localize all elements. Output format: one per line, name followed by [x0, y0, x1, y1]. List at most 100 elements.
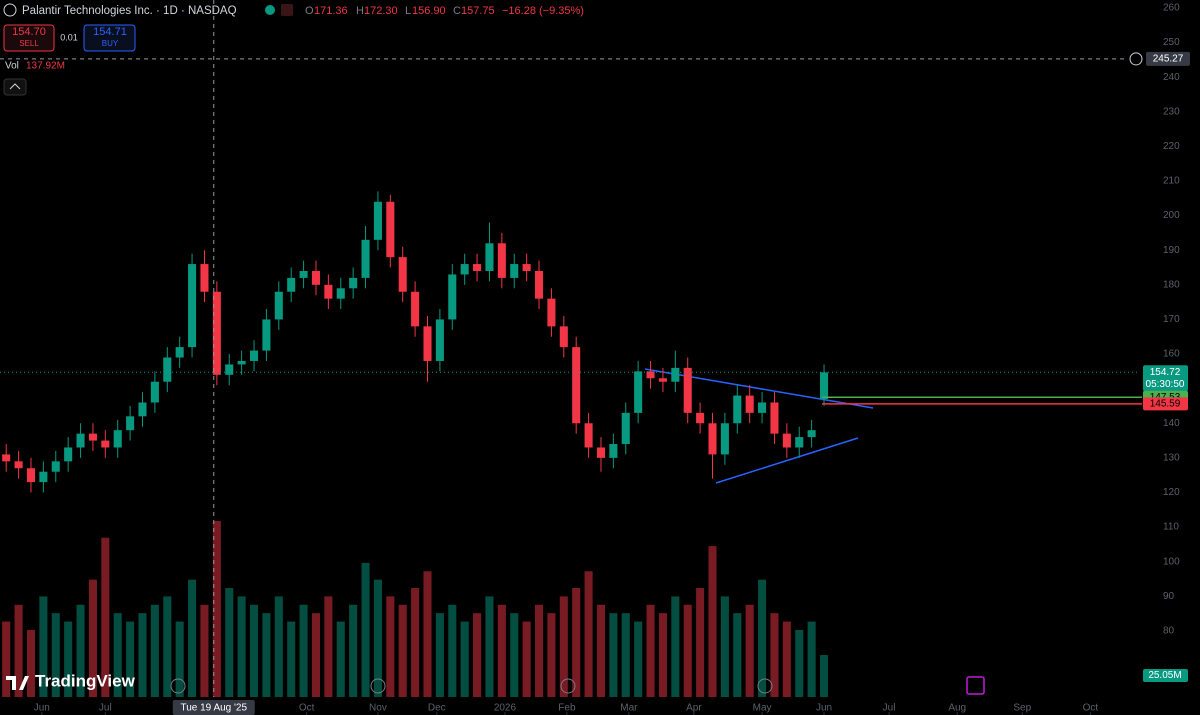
- candle-body: [361, 239, 370, 278]
- x-tick-label: Jul: [99, 703, 112, 714]
- earnings-icon[interactable]: [757, 678, 773, 694]
- x-tick-label: Feb: [558, 703, 576, 714]
- y-tick-label: 160: [1163, 349, 1180, 360]
- trendline: [715, 437, 859, 484]
- candle-body: [770, 402, 779, 434]
- y-tick-label: 260: [1163, 3, 1180, 14]
- volume-bar: [435, 613, 444, 697]
- volume-bar: [150, 604, 159, 697]
- collapse-button[interactable]: [3, 78, 27, 96]
- candle-body: [522, 264, 531, 271]
- volume-bar: [807, 621, 816, 697]
- volume-bar: [262, 613, 271, 697]
- volume-bar: [39, 596, 48, 697]
- volume-bar: [373, 579, 382, 697]
- candle-body: [807, 430, 816, 438]
- candle-body: [448, 274, 457, 320]
- x-tick-label: Jun: [816, 703, 832, 714]
- y-tick-label: 120: [1163, 487, 1180, 498]
- candle-body: [101, 440, 110, 448]
- candle-body: [534, 270, 544, 299]
- candle-body: [51, 461, 60, 472]
- candle-body: [398, 257, 407, 292]
- volume-bar: [497, 604, 506, 697]
- volume-bar: [720, 596, 729, 697]
- sell-button[interactable]: [3, 24, 55, 52]
- x-tick-label: Apr: [686, 703, 702, 714]
- alert-icon[interactable]: [281, 4, 293, 16]
- x-tick-label: Oct: [299, 703, 315, 714]
- candle-body: [386, 201, 395, 258]
- brand-logo: [6, 676, 29, 690]
- spread: 0.01: [60, 32, 78, 42]
- earnings-icons: [170, 678, 773, 694]
- candle-body: [126, 416, 135, 431]
- volume-bar: [522, 621, 531, 697]
- candle-body: [76, 433, 85, 448]
- level-label: 145.59: [1150, 399, 1181, 410]
- volume-bar: [460, 621, 469, 697]
- volume-bar: [473, 613, 482, 697]
- vol-value: 137.92M: [26, 61, 65, 72]
- candle-body: [163, 357, 172, 382]
- candle-body: [212, 291, 221, 375]
- candle-body: [782, 433, 791, 448]
- y-tick-label: 210: [1163, 176, 1180, 187]
- earnings-icon[interactable]: [170, 678, 186, 694]
- candle-body: [572, 347, 581, 424]
- x-tick-label: Nov: [369, 703, 387, 714]
- volume-bar: [200, 604, 209, 697]
- x-tick-label: Oct: [1083, 703, 1099, 714]
- candle-body: [584, 423, 593, 448]
- x-tick-label: Jul: [883, 703, 896, 714]
- candle-body: [559, 326, 568, 348]
- volume-bar: [572, 588, 581, 697]
- volume-bar: [51, 613, 60, 697]
- volume-bar: [696, 588, 705, 697]
- candle-body: [113, 430, 122, 448]
- volume-bar: [448, 604, 457, 697]
- volume-bar: [510, 613, 519, 697]
- volume-bar: [361, 562, 370, 697]
- volume-bar: [386, 596, 395, 697]
- change: −16.28 (−9.35%): [502, 5, 584, 17]
- market-status: [265, 5, 275, 15]
- buy-button[interactable]: [83, 24, 136, 52]
- candle-body: [64, 447, 73, 462]
- volume-bar: [274, 596, 283, 697]
- crosshair-x-label: Tue 19 Aug '25: [180, 703, 247, 714]
- close-label: C: [453, 5, 461, 17]
- earnings-icon[interactable]: [560, 678, 576, 694]
- candle-body: [311, 270, 321, 285]
- candle-body: [696, 412, 705, 424]
- volume-bar: [671, 596, 680, 697]
- crosshair-y-box: [1146, 51, 1190, 66]
- y-tick-label: 170: [1163, 314, 1180, 325]
- candle-body: [175, 347, 184, 358]
- y-tick-label: 100: [1163, 556, 1180, 567]
- volume-bar: [2, 621, 11, 697]
- y-tick-label: 130: [1163, 453, 1180, 464]
- volume-last-label: 25.05M: [1148, 670, 1181, 681]
- volume-bar: [708, 546, 717, 697]
- close-value: 157.75: [461, 5, 495, 17]
- vol-label: Vol: [5, 61, 19, 72]
- crosshair-y-label: 245.27: [1153, 54, 1184, 65]
- candle-body: [596, 447, 606, 458]
- trendline: [644, 368, 874, 409]
- crosshair-plus: [1129, 52, 1143, 66]
- candle-body: [39, 471, 48, 483]
- volume-bar: [349, 604, 358, 697]
- earnings-icon[interactable]: [370, 678, 386, 694]
- crosshair-x-box: [172, 700, 255, 715]
- candle-body: [646, 371, 655, 379]
- volume-bar: [88, 579, 97, 697]
- symbol-icon: [3, 3, 17, 17]
- volume-bar: [64, 621, 73, 697]
- candle-body: [249, 350, 259, 361]
- volume-bar: [126, 621, 135, 697]
- volume-bar: [547, 613, 556, 697]
- volume-bar: [188, 579, 197, 697]
- upcoming-earnings-icon[interactable]: [966, 676, 985, 695]
